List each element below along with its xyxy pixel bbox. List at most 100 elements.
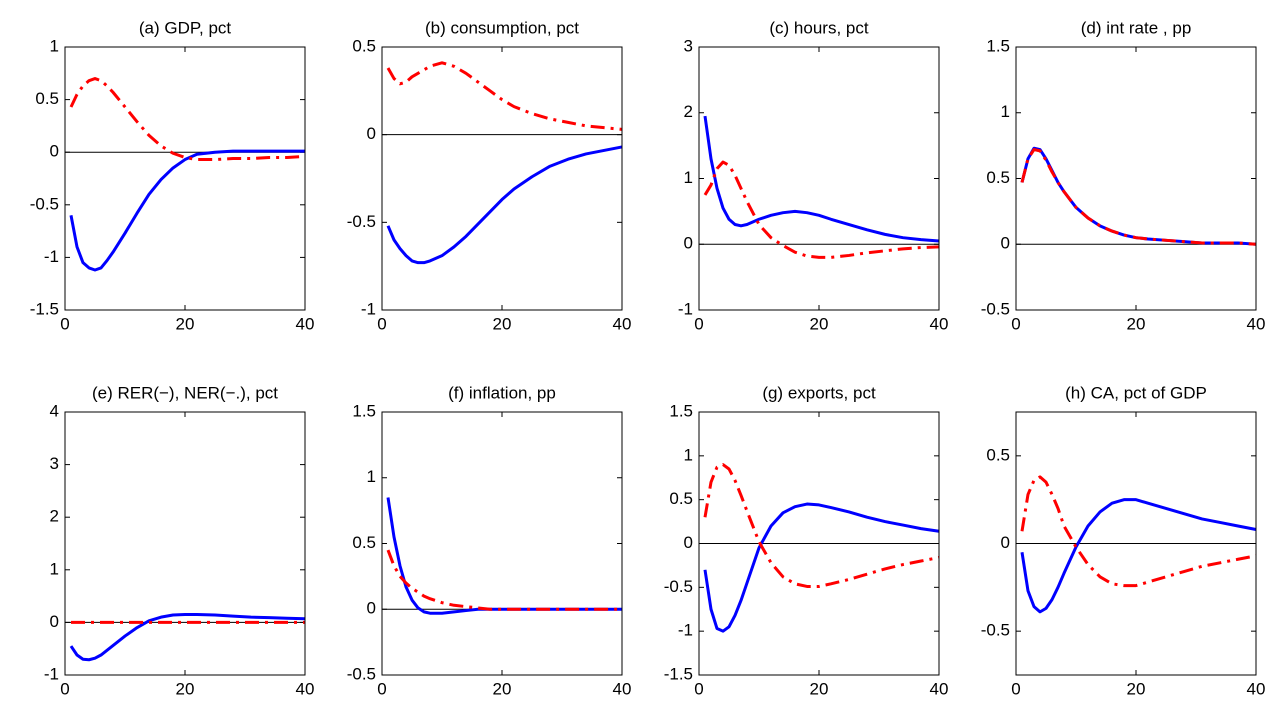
y-tick-label: 4 <box>50 401 59 420</box>
series-line <box>69 149 305 272</box>
y-tick-label: 1 <box>50 559 59 578</box>
series-line <box>386 145 623 265</box>
y-tick-label: 0.5 <box>35 89 59 108</box>
y-tick-label: -1 <box>678 621 693 640</box>
y-tick-label: 1.5 <box>352 401 376 420</box>
y-tick-label: 1 <box>367 467 376 486</box>
chart-title: (e) RER(−), NER(−.), pct <box>92 383 278 402</box>
y-tick-label: -1 <box>361 299 376 318</box>
x-tick-label: 0 <box>60 679 69 698</box>
x-tick-label: 20 <box>1127 314 1146 333</box>
y-tick-label: -1 <box>44 664 59 683</box>
y-tick-label: 0 <box>1001 234 1010 253</box>
series-line <box>703 160 940 259</box>
y-tick-label: -0.5 <box>30 194 59 213</box>
y-tick-label: 0.5 <box>669 489 693 508</box>
y-tick-label: 1.5 <box>986 36 1010 55</box>
chart-title: (c) hours, pct <box>769 18 868 37</box>
y-tick-label: 0.5 <box>352 533 376 552</box>
plot-area <box>699 47 939 310</box>
chart-title: (d) int rate , pp <box>1081 18 1192 37</box>
plot-area <box>65 47 305 310</box>
y-tick-label: 1.5 <box>669 401 693 420</box>
y-tick-label: 0 <box>1001 533 1010 552</box>
x-tick-label: 20 <box>810 314 829 333</box>
axes-frame <box>698 411 940 676</box>
x-tick-label: 40 <box>1247 314 1266 333</box>
axes-frame <box>1015 411 1257 676</box>
y-tick-label: 1 <box>684 168 693 187</box>
chart-title: (g) exports, pct <box>762 383 876 402</box>
y-tick-label: 1 <box>50 36 59 55</box>
y-tick-label: -0.5 <box>981 621 1010 640</box>
y-tick-label: 2 <box>50 507 59 526</box>
series-line <box>386 61 623 131</box>
y-tick-label: 0 <box>50 142 59 161</box>
x-tick-label: 40 <box>613 679 632 698</box>
y-tick-label: -0.5 <box>347 664 376 683</box>
y-tick-label: 3 <box>50 454 59 473</box>
axes-frame <box>64 411 306 676</box>
axes-frame <box>64 46 306 311</box>
plot-area <box>1016 47 1256 310</box>
y-tick-label: 1 <box>1001 102 1010 121</box>
y-tick-label: 0 <box>50 612 59 631</box>
axes-frame <box>381 411 623 676</box>
y-tick-label: 1 <box>684 445 693 464</box>
y-tick-label: 0 <box>367 124 376 143</box>
series-line <box>69 77 306 162</box>
x-tick-label: 20 <box>493 314 512 333</box>
x-tick-label: 40 <box>613 314 632 333</box>
y-tick-label: -1.5 <box>30 299 59 318</box>
x-tick-label: 40 <box>1247 679 1266 698</box>
y-tick-label: -0.5 <box>664 577 693 596</box>
y-tick-label: -0.5 <box>981 299 1010 318</box>
x-tick-label: 20 <box>493 679 512 698</box>
plot-area <box>382 47 622 310</box>
x-tick-label: 20 <box>176 679 195 698</box>
x-tick-label: 0 <box>1011 679 1020 698</box>
plot-area <box>65 412 305 675</box>
x-tick-label: 0 <box>377 314 386 333</box>
axes-frame <box>698 46 940 311</box>
x-tick-label: 40 <box>930 679 949 698</box>
chart-title: (h) CA, pct of GDP <box>1065 383 1207 402</box>
x-tick-label: 0 <box>60 314 69 333</box>
y-tick-label: 0.5 <box>352 36 376 55</box>
axes-frame <box>381 46 623 311</box>
y-tick-label: 0 <box>684 234 693 253</box>
chart-title: (a) GDP, pct <box>139 18 232 37</box>
series-line <box>386 497 622 615</box>
x-tick-label: 40 <box>930 314 949 333</box>
chart-title: (b) consumption, pct <box>425 18 579 37</box>
y-tick-label: 0 <box>367 599 376 618</box>
y-tick-label: 0.5 <box>986 168 1010 187</box>
y-tick-label: -1 <box>44 247 59 266</box>
x-tick-label: 0 <box>1011 314 1020 333</box>
series-line <box>69 613 306 662</box>
series-line <box>1020 498 1257 614</box>
y-tick-label: -1 <box>678 299 693 318</box>
y-tick-label: 0 <box>684 533 693 552</box>
x-tick-label: 40 <box>296 679 315 698</box>
x-tick-label: 20 <box>810 679 829 698</box>
plot-area <box>382 412 622 675</box>
x-tick-label: 40 <box>296 314 315 333</box>
series-line <box>386 549 622 611</box>
series-line <box>703 502 940 633</box>
x-tick-label: 20 <box>176 314 195 333</box>
series-line <box>703 463 940 588</box>
series-line <box>1020 148 1257 246</box>
series-line <box>703 115 940 243</box>
y-tick-label: 3 <box>684 36 693 55</box>
x-tick-label: 0 <box>694 314 703 333</box>
axes-frame <box>1015 46 1257 311</box>
x-tick-label: 20 <box>1127 679 1146 698</box>
series-line <box>1020 475 1257 588</box>
y-tick-label: -1.5 <box>664 664 693 683</box>
y-tick-label: -0.5 <box>347 212 376 231</box>
x-tick-label: 0 <box>694 679 703 698</box>
chart-title: (f) inflation, pp <box>448 383 556 402</box>
